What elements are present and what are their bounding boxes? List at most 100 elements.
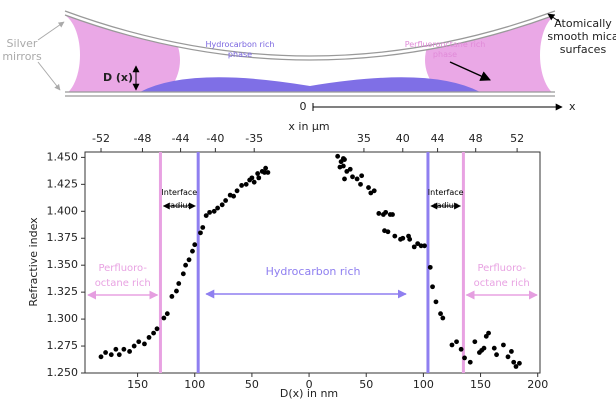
data-point bbox=[239, 183, 245, 188]
x2-tick-label: 52 bbox=[510, 132, 524, 145]
data-point bbox=[256, 175, 262, 181]
data-point bbox=[358, 181, 363, 187]
x2-tick-label: 48 bbox=[469, 132, 483, 145]
data-point bbox=[211, 208, 217, 214]
x2-tick-label: -52 bbox=[92, 132, 110, 145]
pointer bbox=[37, 61, 61, 91]
x-axis-title: D(x) in nm bbox=[280, 387, 338, 400]
meniscus bbox=[540, 15, 555, 92]
y-tick-label: 1.300 bbox=[47, 312, 79, 325]
meniscus bbox=[65, 15, 80, 92]
x2-tick-label: -35 bbox=[245, 132, 263, 145]
plot-frame bbox=[84, 151, 541, 374]
pointer bbox=[37, 21, 65, 41]
text-line: smooth mica bbox=[547, 30, 616, 43]
data-point bbox=[513, 364, 519, 369]
data-point bbox=[458, 346, 464, 352]
data-point bbox=[265, 170, 271, 175]
x-tick-label: 100 bbox=[184, 378, 205, 391]
data-point bbox=[234, 188, 240, 194]
data-point bbox=[449, 342, 455, 348]
text-line: octane rich bbox=[95, 278, 151, 289]
data-point bbox=[335, 153, 341, 159]
data-point bbox=[517, 360, 522, 366]
data-point bbox=[438, 311, 443, 317]
x2-tick-label: -48 bbox=[133, 132, 151, 145]
annotation: Hydrocarbon rich bbox=[266, 265, 361, 278]
pointer bbox=[547, 13, 561, 23]
text-line: octane rich bbox=[474, 278, 530, 289]
schematic: Silver mirrors D (x) Hydrocarbon rich phas… bbox=[2, 10, 616, 113]
text-line: Interface bbox=[161, 188, 197, 197]
x-tick-label: 100 bbox=[413, 378, 434, 391]
data-point bbox=[186, 257, 192, 263]
x2-tick-label: 35 bbox=[357, 132, 371, 145]
data-point bbox=[103, 350, 108, 355]
data-point bbox=[342, 157, 347, 162]
text-line: Perfluoro- bbox=[98, 263, 147, 274]
text-line: Hydrocarbon rich bbox=[206, 40, 275, 49]
data-point bbox=[467, 359, 473, 365]
top-axis-title: x in μm bbox=[288, 120, 329, 133]
text-line: Perfluorooctane rich bbox=[405, 40, 486, 49]
data-point bbox=[390, 212, 395, 217]
text-line: mirrors bbox=[2, 50, 42, 63]
data-point bbox=[164, 311, 170, 317]
data-point bbox=[231, 193, 237, 199]
data-point bbox=[263, 165, 269, 171]
data-point bbox=[200, 225, 206, 230]
data-point bbox=[342, 176, 347, 182]
y-tick-label: 1.325 bbox=[47, 285, 79, 298]
y-tick-label: 1.250 bbox=[47, 366, 79, 379]
data-point bbox=[262, 170, 267, 175]
data-point bbox=[392, 233, 398, 239]
text-line: radius bbox=[433, 201, 458, 210]
data-point bbox=[505, 354, 511, 360]
data-point bbox=[511, 359, 517, 365]
data-point bbox=[371, 188, 377, 194]
y-tick-label: 1.400 bbox=[47, 204, 79, 217]
y-tick-label: 1.350 bbox=[47, 258, 79, 271]
data-point bbox=[501, 342, 506, 348]
data-point bbox=[411, 244, 417, 250]
data-point bbox=[190, 248, 195, 254]
text-line: Silver bbox=[7, 37, 38, 50]
data-point bbox=[243, 181, 249, 187]
x-tick-label: 150 bbox=[127, 378, 148, 391]
data-point bbox=[385, 229, 391, 235]
gap-label: D (x) bbox=[103, 71, 133, 84]
data-point bbox=[347, 166, 353, 172]
data-point bbox=[491, 345, 497, 351]
data-point bbox=[207, 209, 213, 215]
data-point bbox=[203, 213, 209, 219]
data-point bbox=[344, 169, 350, 174]
x2-tick-label: -40 bbox=[206, 132, 224, 145]
data-point bbox=[136, 339, 142, 345]
data-point bbox=[127, 349, 132, 354]
y-tick-label: 1.375 bbox=[47, 231, 79, 244]
data-point bbox=[180, 271, 186, 277]
perfluoro-label: Perfluorooctane rich phase bbox=[405, 40, 486, 59]
y-tick-label: 1.425 bbox=[47, 177, 79, 190]
annotation: Perfluoro-octane rich bbox=[95, 263, 151, 289]
data-point bbox=[142, 341, 147, 347]
text-line: Perfluoro- bbox=[477, 263, 526, 274]
data-point bbox=[340, 163, 346, 169]
data-point bbox=[509, 349, 514, 354]
data-point bbox=[251, 179, 257, 185]
data-point bbox=[108, 352, 114, 358]
mica-label: Atomically smooth mica surfaces bbox=[547, 17, 616, 56]
data-point bbox=[427, 264, 433, 270]
data-point bbox=[494, 352, 499, 358]
data-point bbox=[350, 174, 355, 180]
x2-tick-label: 40 bbox=[396, 132, 410, 145]
data-point bbox=[113, 346, 119, 352]
data-point bbox=[154, 326, 160, 332]
mirror-curve bbox=[64, 14, 556, 61]
data-point bbox=[192, 242, 198, 248]
data-point bbox=[481, 345, 487, 351]
data-point bbox=[161, 315, 167, 321]
data-point bbox=[454, 339, 459, 345]
data-point bbox=[98, 354, 104, 360]
